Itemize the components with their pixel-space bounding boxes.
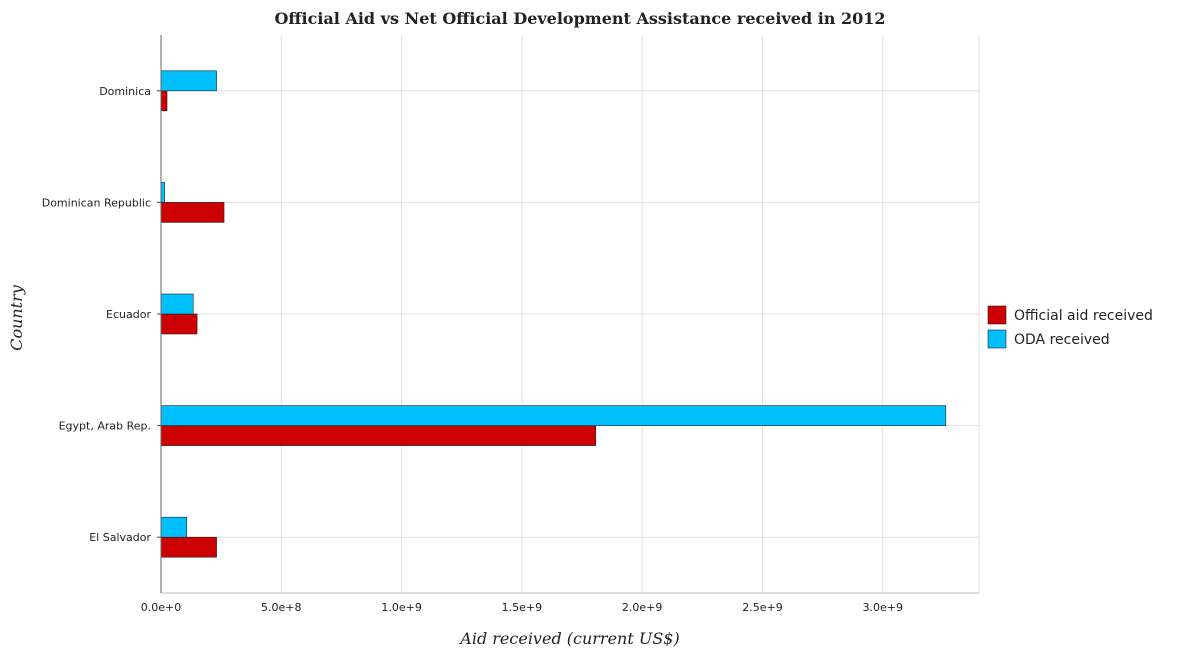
x-tick-label: 1.5e+9 xyxy=(502,601,542,614)
legend-swatch xyxy=(987,305,1007,325)
bar-oda xyxy=(160,70,217,92)
y-tick-label: Dominica xyxy=(99,85,151,98)
bar-oda xyxy=(160,405,947,426)
x-tick-label: 2.5e+9 xyxy=(742,601,782,614)
y-axis-label: Country xyxy=(7,284,26,351)
legend-label: ODA received xyxy=(1014,332,1110,348)
y-tick-label: Ecuador xyxy=(106,308,151,321)
legend-label: Official aid received xyxy=(1014,308,1153,324)
legend-swatch xyxy=(987,329,1007,349)
x-tick-label: 1.0e+9 xyxy=(381,601,421,614)
x-tick-label: 2.0e+9 xyxy=(622,601,662,614)
bar-oda xyxy=(160,182,165,203)
x-tick-label: 5.0e+8 xyxy=(261,601,301,614)
bar-oda xyxy=(160,516,188,538)
bar-official-aid xyxy=(160,536,217,558)
bar-official-aid xyxy=(160,313,198,335)
plot-area: 0.0e+0 5.0e+8 1.0e+9 1.5e+9 2.0e+9 2.5e+9 3.0e… xyxy=(42,35,980,614)
y-tick-label: El Salvador xyxy=(89,531,151,544)
chart-title: Official Aid vs Net Official Development… xyxy=(274,9,885,28)
y-tick-label: Dominican Republic xyxy=(42,196,151,209)
y-tick-label: Egypt, Arab Rep. xyxy=(59,420,151,433)
bar-oda xyxy=(160,293,194,315)
x-tick-label: 3.0e+9 xyxy=(863,601,903,614)
x-tick-label: 0.0e+0 xyxy=(141,601,181,614)
legend: Official aid received ODA received xyxy=(987,305,1153,349)
bar-official-aid xyxy=(160,90,168,112)
x-axis-label: Aid received (current US$) xyxy=(458,629,679,648)
bar-official-aid xyxy=(160,202,225,223)
bar-official-aid xyxy=(160,425,597,446)
